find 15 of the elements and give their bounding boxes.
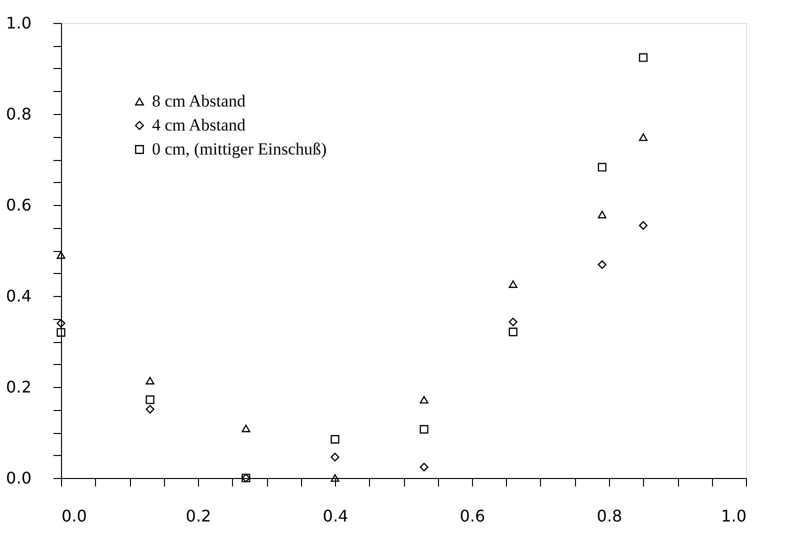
x-tick-label: 0.8 bbox=[596, 506, 622, 526]
y-tick-label: 1.0 bbox=[6, 14, 32, 32]
x-tick-label: 0.0 bbox=[62, 506, 87, 526]
x-tick-label: 1.0 bbox=[721, 506, 746, 526]
legend-label: 4 cm Abstand bbox=[152, 116, 246, 134]
y-tick-label: 0.8 bbox=[6, 104, 32, 124]
x-tick-label: 0.2 bbox=[186, 506, 212, 526]
legend-label: 8 cm Abstand bbox=[152, 92, 246, 110]
x-tick-label: 0.6 bbox=[460, 506, 486, 526]
legend-label: 0 cm, (mittiger Einschuß) bbox=[152, 140, 327, 158]
y-tick-label: 0.2 bbox=[6, 378, 32, 396]
x-tick-label: 0.4 bbox=[322, 506, 348, 526]
y-tick-label: 0.4 bbox=[6, 286, 32, 306]
y-tick-label: 0.6 bbox=[6, 196, 32, 214]
y-tick-label: 0.0 bbox=[6, 468, 32, 488]
